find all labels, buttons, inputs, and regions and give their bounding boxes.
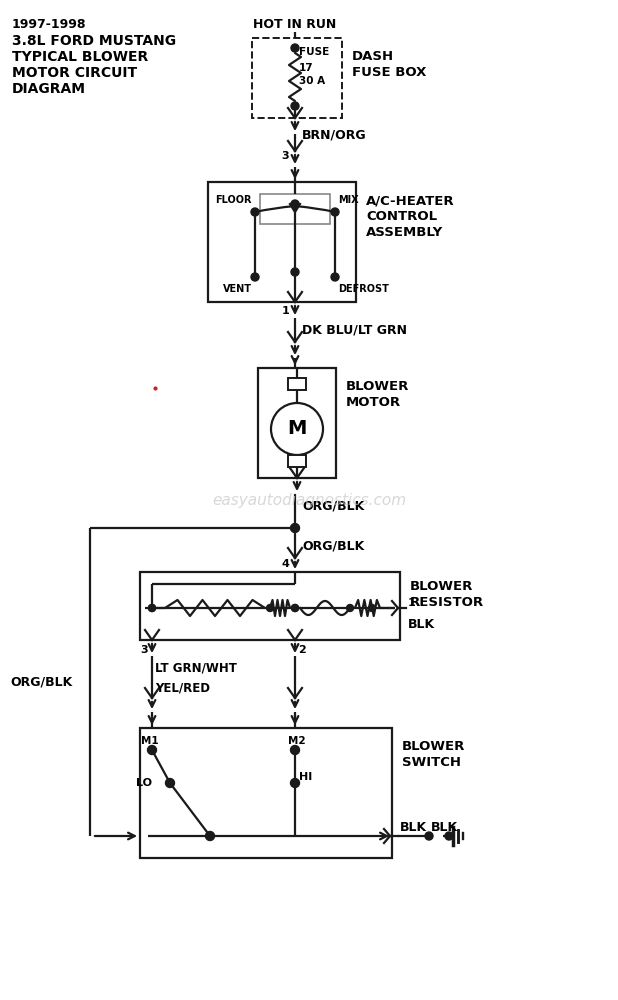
Circle shape: [368, 604, 376, 611]
Circle shape: [347, 604, 353, 611]
Text: M1: M1: [141, 736, 159, 746]
Text: 1: 1: [281, 306, 289, 316]
Circle shape: [425, 832, 433, 840]
Text: ORG/BLK: ORG/BLK: [302, 499, 364, 512]
Circle shape: [251, 208, 259, 216]
Text: 30 A: 30 A: [299, 76, 325, 86]
Text: 4: 4: [281, 559, 289, 569]
Text: YEL/RED: YEL/RED: [155, 682, 210, 694]
Text: ORG/BLK: ORG/BLK: [302, 540, 364, 552]
Text: 2: 2: [298, 645, 306, 655]
Circle shape: [291, 102, 299, 110]
Text: 17: 17: [299, 63, 313, 73]
Bar: [140, 728, 392, 858]
Text: FUSE BOX: FUSE BOX: [352, 66, 426, 79]
Circle shape: [331, 273, 339, 281]
Text: BLK: BLK: [431, 821, 458, 834]
Bar: [252, 38, 342, 118]
Circle shape: [290, 778, 300, 788]
Text: RESISTOR: RESISTOR: [410, 596, 484, 609]
Text: M: M: [287, 420, 307, 438]
Circle shape: [166, 778, 174, 788]
Text: DK BLU/LT GRN: DK BLU/LT GRN: [302, 324, 407, 336]
Circle shape: [291, 268, 299, 276]
Text: ORG/BLK: ORG/BLK: [10, 676, 72, 688]
Circle shape: [291, 200, 299, 208]
Text: MOTOR CIRCUIT: MOTOR CIRCUIT: [12, 66, 137, 80]
Circle shape: [292, 604, 298, 611]
Text: MIX: MIX: [338, 195, 358, 205]
Circle shape: [148, 746, 156, 754]
Bar: [258, 368, 336, 478]
Circle shape: [271, 403, 323, 455]
Text: DASH: DASH: [352, 50, 394, 63]
Text: BRN/ORG: BRN/ORG: [302, 128, 366, 141]
Text: 3: 3: [281, 151, 289, 161]
Text: VENT: VENT: [223, 284, 252, 294]
Text: SWITCH: SWITCH: [402, 756, 461, 769]
Text: TYPICAL BLOWER: TYPICAL BLOWER: [12, 50, 148, 64]
Text: BLOWER: BLOWER: [410, 580, 473, 593]
Circle shape: [290, 746, 300, 754]
Text: ASSEMBLY: ASSEMBLY: [366, 226, 443, 239]
Circle shape: [331, 208, 339, 216]
Bar: [288, 378, 306, 390]
Circle shape: [290, 524, 300, 532]
Text: A/C-HEATER: A/C-HEATER: [366, 194, 455, 207]
Bar: [288, 455, 306, 467]
Circle shape: [445, 832, 453, 840]
Text: BLK: BLK: [408, 617, 435, 631]
Text: FUSE: FUSE: [299, 47, 329, 57]
Text: LT GRN/WHT: LT GRN/WHT: [155, 662, 237, 674]
Text: HI: HI: [299, 772, 312, 782]
Bar: [260, 194, 330, 224]
Text: easyautodiagnostics.com: easyautodiagnostics.com: [212, 492, 406, 508]
Text: 3.8L FORD MUSTANG: 3.8L FORD MUSTANG: [12, 34, 176, 48]
Text: MOTOR: MOTOR: [346, 396, 401, 409]
Circle shape: [148, 604, 156, 611]
Text: BLOWER: BLOWER: [346, 380, 409, 393]
Circle shape: [148, 604, 156, 611]
Text: 1997-1998: 1997-1998: [12, 18, 87, 31]
Text: DIAGRAM: DIAGRAM: [12, 82, 86, 96]
Bar: [140, 572, 400, 640]
Text: LO: LO: [136, 778, 152, 788]
Text: BLK: BLK: [400, 821, 427, 834]
Text: BLOWER: BLOWER: [402, 740, 465, 753]
Circle shape: [206, 832, 214, 840]
Text: HOT IN RUN: HOT IN RUN: [253, 17, 337, 30]
Circle shape: [266, 604, 274, 611]
Bar: [208, 182, 356, 302]
Circle shape: [292, 604, 298, 611]
Text: M2: M2: [288, 736, 306, 746]
Text: 1: 1: [408, 598, 416, 608]
Text: CONTROL: CONTROL: [366, 210, 437, 223]
Text: DEFROST: DEFROST: [338, 284, 389, 294]
Text: 3: 3: [140, 645, 148, 655]
Circle shape: [291, 44, 299, 52]
Text: FLOOR: FLOOR: [216, 195, 252, 205]
Circle shape: [251, 273, 259, 281]
